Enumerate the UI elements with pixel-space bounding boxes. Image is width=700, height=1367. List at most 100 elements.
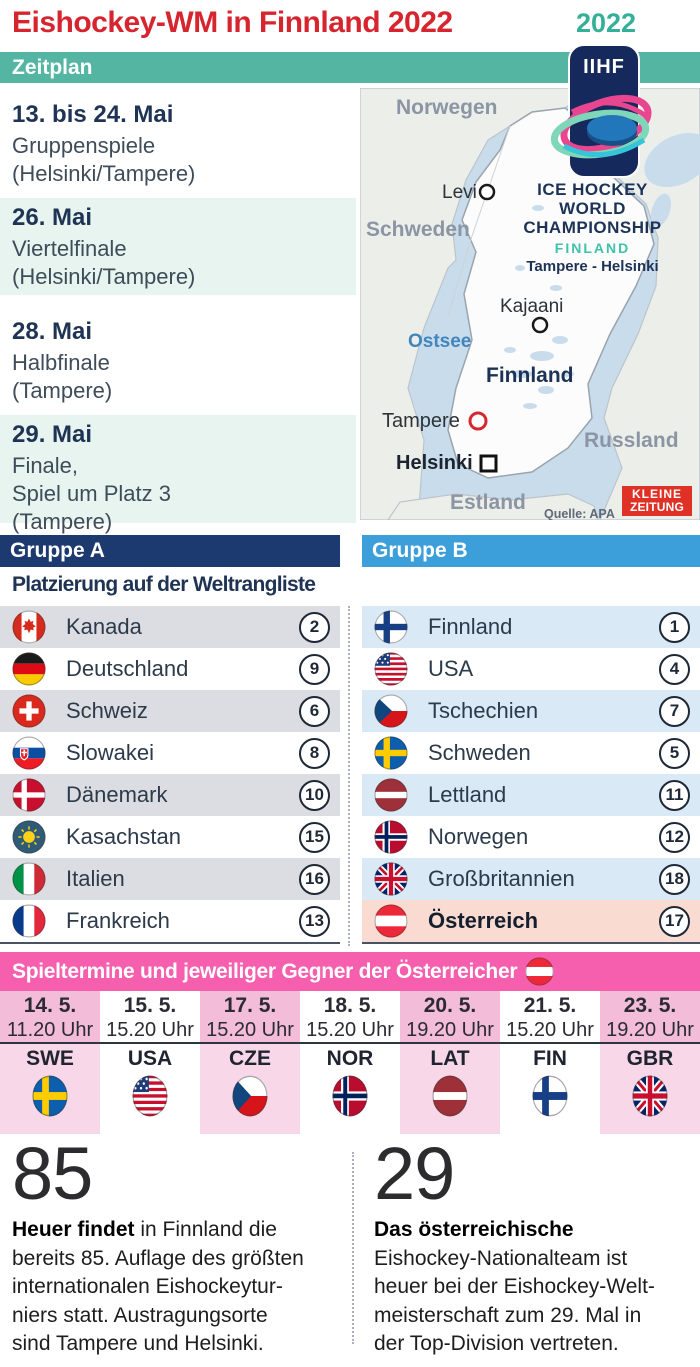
opponent-code: NOR	[326, 1047, 374, 1070]
source-credit: Quelle: APA	[544, 507, 615, 520]
fact-number: 85	[12, 1132, 93, 1215]
match-time: 19.20 Uhr	[406, 1019, 494, 1041]
team-name: USA	[428, 656, 474, 681]
event-line: CHAMPIONSHIP	[523, 218, 662, 237]
world-rank-badge: 2	[299, 611, 330, 643]
match-column: 23. 5. 19.20 Uhr GBR	[600, 991, 700, 1136]
event-venues: Tampere - Helsinki	[526, 258, 659, 275]
event-wordmark: ICE HOCKEY WORLD CHAMPIONSHIP FINLAND Ta…	[500, 180, 685, 275]
team-name: Schweden	[428, 740, 531, 765]
fact-line: niers statt. Austragungsorte	[12, 1303, 268, 1327]
schedule-date: 13. bis 24. Mai	[12, 101, 174, 128]
team-name: Lettland	[428, 782, 507, 807]
opponent-flag-icon	[32, 1075, 68, 1117]
kleine-zeitung-logo: KLEINE ZEITUNG	[622, 486, 692, 516]
team-flag-icon	[374, 652, 408, 686]
group-b-table: Finnland 1 USA 4 Tschechien 7 Schweden 5 Let…	[362, 606, 700, 944]
match-date: 14. 5.	[23, 994, 77, 1017]
fact-line: heuer bei der Eishockey-Welt-	[374, 1275, 655, 1298]
match-time: 15.20 Uhr	[306, 1019, 394, 1041]
team-flag-icon	[12, 652, 46, 686]
team-flag-icon	[374, 778, 408, 812]
schedule-date: 28. Mai	[12, 318, 93, 345]
fact-lead: Das österreichische	[374, 1218, 574, 1241]
world-rank-badge: 16	[299, 863, 330, 895]
world-rank-badge: 11	[659, 779, 690, 811]
opponent-flag-icon	[232, 1075, 268, 1117]
team-flag-icon	[374, 820, 408, 854]
match-grid-divider	[0, 1042, 700, 1044]
team-name: Österreich	[428, 908, 539, 933]
team-flag-icon	[374, 862, 408, 896]
world-rank-badge: 10	[299, 779, 330, 811]
opponent-code: CZE	[229, 1047, 271, 1070]
map-geography	[360, 88, 700, 520]
fact-lead: Heuer findet	[12, 1218, 135, 1241]
group-b-header: Gruppe B	[362, 535, 700, 567]
event-line: WORLD	[559, 199, 626, 218]
schedule-line: (Tampere)	[12, 378, 113, 403]
table-row: USA 4	[362, 648, 700, 690]
world-rank-badge: 17	[659, 905, 690, 937]
table-row: Kasachstan 15	[0, 816, 340, 858]
schedule-line: (Helsinki/Tampere)	[12, 161, 196, 186]
team-flag-icon	[374, 736, 408, 770]
opponent-code: LAT	[430, 1047, 470, 1070]
map-label-sweden: Schweden	[366, 218, 470, 241]
group-a-header: Gruppe A	[0, 535, 340, 567]
team-name: Finnland	[428, 614, 513, 639]
page-title: Eishockey-WM in Finnland 2022	[12, 6, 453, 39]
opponent-code: FIN	[533, 1047, 567, 1070]
opponent-flag-icon	[632, 1075, 668, 1117]
schedule-line: (Helsinki/Tampere)	[12, 264, 196, 289]
event-country: FINLAND	[554, 240, 631, 256]
team-name: Norwegen	[428, 824, 529, 849]
world-rank-badge: 6	[299, 695, 330, 727]
fact-block-85: 85 Heuer findet in Finnland die bereits …	[12, 1132, 342, 1359]
world-rank-badge: 13	[299, 905, 330, 937]
map-label-norway: Norwegen	[396, 96, 498, 119]
levi-marker	[478, 183, 496, 201]
world-rank-badge: 7	[659, 695, 690, 727]
team-flag-icon	[12, 862, 46, 896]
map-label-helsinki: Helsinki	[396, 452, 473, 474]
match-column: 15. 5. 15.20 Uhr USA	[100, 991, 200, 1136]
map-label-ostsee: Ostsee	[408, 331, 472, 352]
match-column: 18. 5. 15.20 Uhr NOR	[300, 991, 400, 1136]
lakes	[504, 205, 574, 409]
fact-line: bereits 85. Auflage des größten	[12, 1246, 304, 1270]
match-time: 15.20 Uhr	[206, 1019, 294, 1041]
world-rank-badge: 9	[299, 653, 330, 685]
finland-map: Norwegen Levi Schweden ICE HOCKEY WORLD …	[360, 88, 700, 520]
schedule-line: Viertelfinale	[12, 236, 127, 261]
table-row: Italien 16	[0, 858, 340, 900]
table-row: Tschechien 7	[362, 690, 700, 732]
year-badge: 2022	[575, 8, 637, 38]
fact-line: sind Tampere und Helsinki.	[12, 1332, 264, 1355]
team-flag-icon	[12, 820, 46, 854]
opponent-code: SWE	[26, 1047, 74, 1070]
matches-header: Spieltermine und jeweiliger Gegner der Ö…	[0, 952, 700, 991]
team-name: Italien	[66, 866, 125, 891]
brand-line: KLEINE	[631, 487, 682, 501]
team-flag-icon	[12, 610, 46, 644]
match-date: 17. 5.	[223, 994, 277, 1017]
table-row: Frankreich 13	[0, 900, 340, 942]
table-row: Schweiz 6	[0, 690, 340, 732]
team-flag-icon	[12, 778, 46, 812]
table-row: Finnland 1	[362, 606, 700, 648]
fact-line: der Top-Division vertreten.	[374, 1332, 619, 1355]
map-label-russia: Russland	[584, 429, 679, 452]
world-rank-badge: 15	[299, 821, 330, 853]
matches-header-label: Spieltermine und jeweiliger Gegner der Ö…	[12, 959, 518, 983]
team-name: Kanada	[66, 614, 142, 639]
iihf-logo-text: IIHF	[583, 56, 625, 78]
table-row: Slowakei 8	[0, 732, 340, 774]
match-schedule-grid: 14. 5. 11.20 Uhr SWE 15. 5. 15.20 Uhr USA 17…	[0, 991, 700, 1136]
team-flag-icon	[12, 694, 46, 728]
table-row-austria: Österreich 17	[362, 900, 700, 942]
opponent-flag-icon	[332, 1075, 368, 1117]
map-label-estonia: Estland	[450, 491, 526, 514]
tampere-marker	[468, 411, 488, 431]
